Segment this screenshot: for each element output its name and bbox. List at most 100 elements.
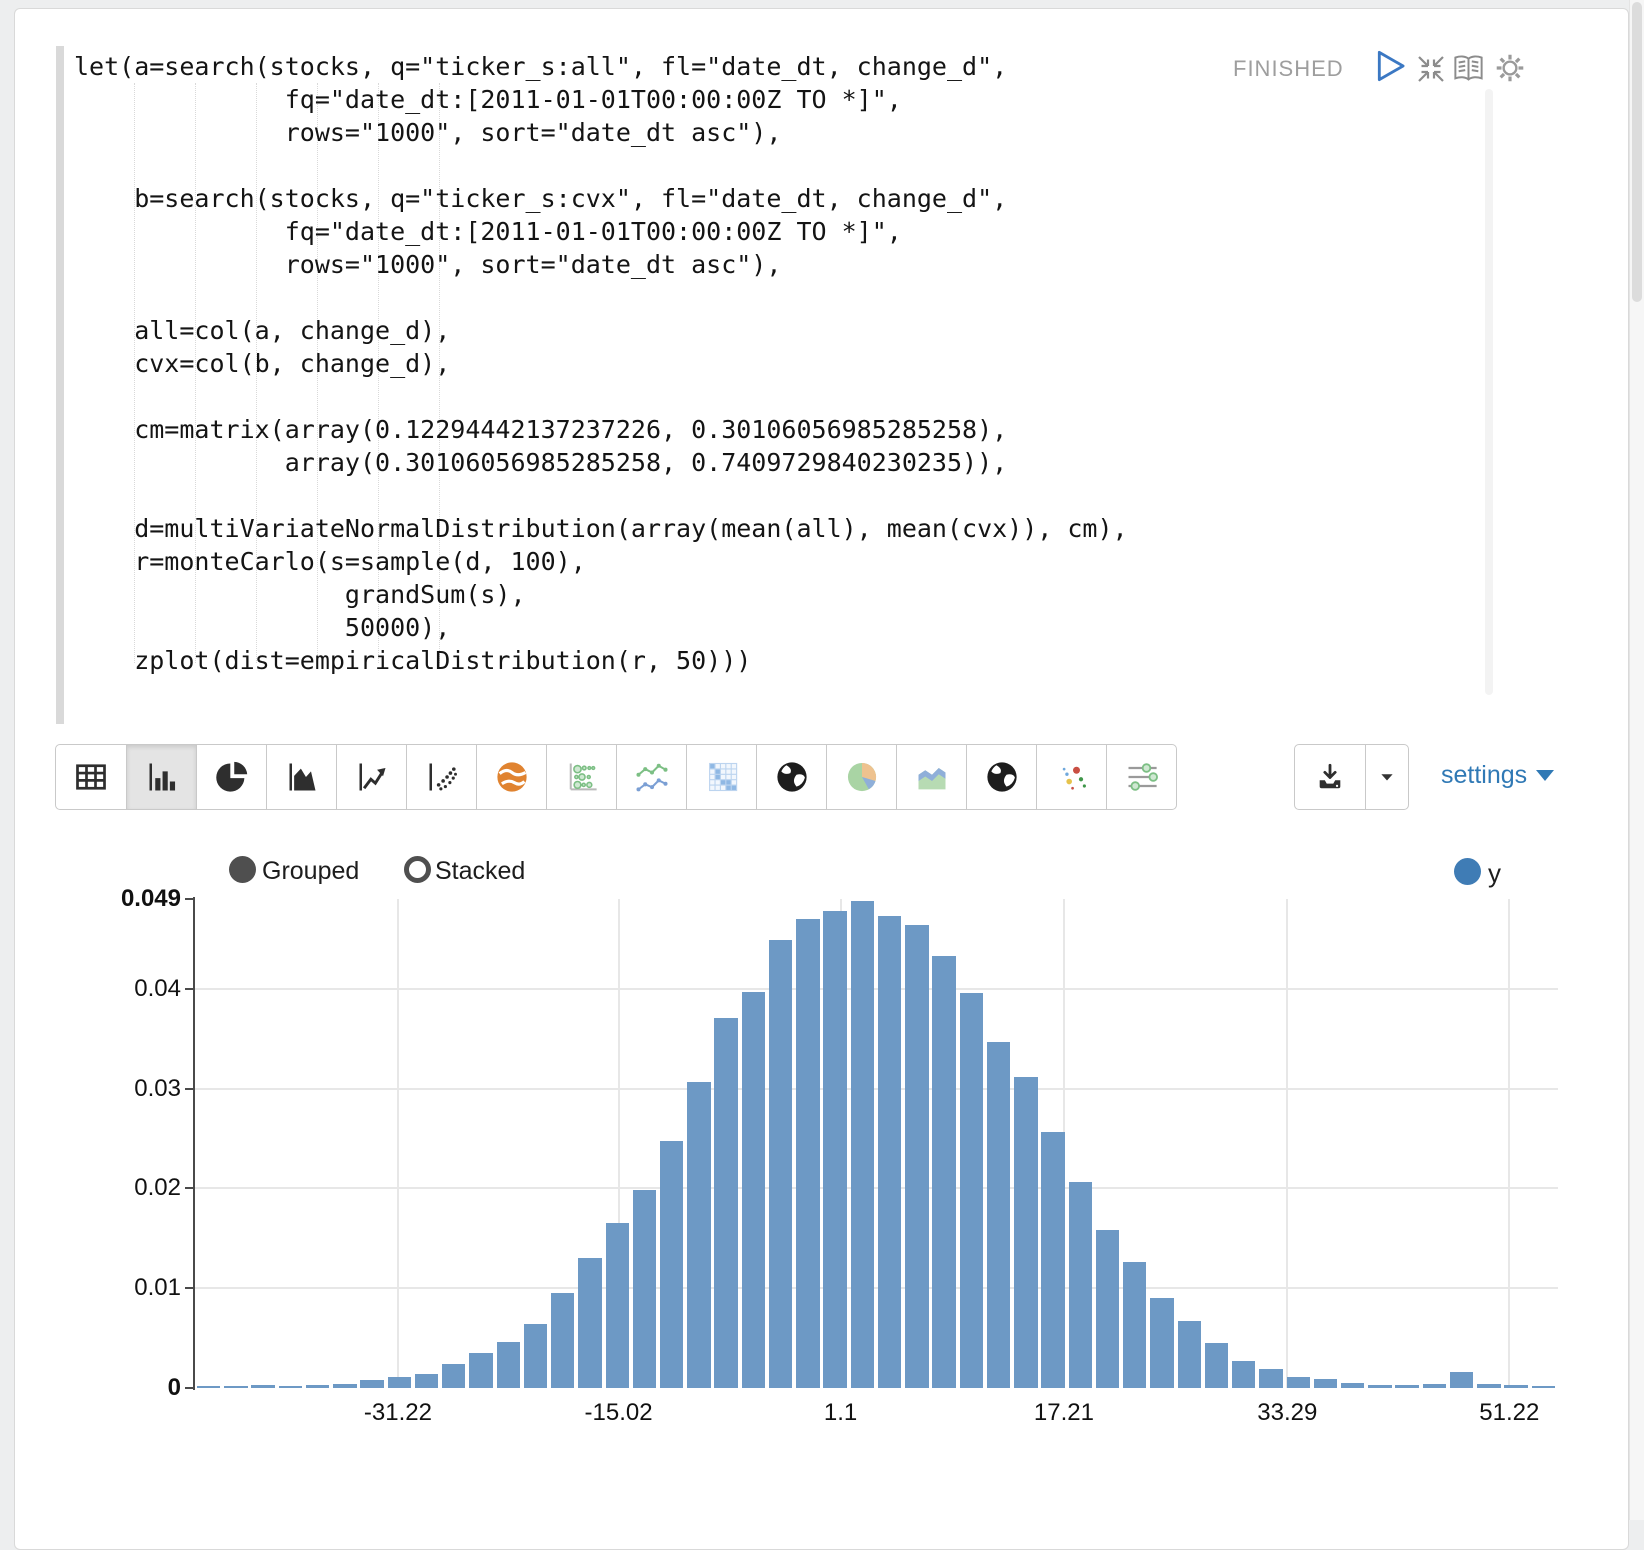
- histogram-bar[interactable]: [1150, 1298, 1174, 1388]
- histogram-bar[interactable]: [496, 1342, 520, 1388]
- bubble-chart-button[interactable]: [546, 745, 616, 809]
- play-icon[interactable]: [1371, 47, 1409, 89]
- code-line[interactable]: [74, 380, 1128, 413]
- table-button[interactable]: [56, 745, 126, 809]
- code-line[interactable]: zplot(dist=empiricalDistribution(r, 50))…: [74, 646, 752, 675]
- globe-orange-button[interactable]: [476, 745, 546, 809]
- area-color-button[interactable]: [896, 745, 966, 809]
- histogram-bar[interactable]: [687, 1081, 711, 1388]
- range-slider-button[interactable]: [1106, 745, 1176, 809]
- histogram-bar[interactable]: [1422, 1384, 1447, 1388]
- histogram-bar[interactable]: [877, 915, 902, 1388]
- code-line[interactable]: r=monteCarlo(s=sample(d, 100),: [74, 547, 586, 576]
- histogram-bar[interactable]: [1095, 1230, 1120, 1388]
- settings-link[interactable]: settings: [1441, 761, 1555, 790]
- histogram-bar[interactable]: [523, 1324, 548, 1388]
- histogram-bar[interactable]: [278, 1386, 303, 1388]
- histogram-bar[interactable]: [605, 1223, 629, 1388]
- globe-dark2-button[interactable]: [966, 745, 1036, 809]
- code-line[interactable]: [74, 281, 1128, 314]
- histogram-bar[interactable]: [1340, 1383, 1365, 1388]
- gear-icon[interactable]: [1493, 51, 1527, 85]
- histogram-bar[interactable]: [1041, 1131, 1065, 1388]
- code-line[interactable]: 50000),: [74, 613, 451, 642]
- code-line[interactable]: rows="1000", sort="date_dt asc"),: [74, 250, 782, 279]
- histogram-bar[interactable]: [1014, 1076, 1038, 1388]
- scatter-color-button[interactable]: [1036, 745, 1106, 809]
- grouped-radio[interactable]: [229, 856, 256, 883]
- collapse-icon[interactable]: [1415, 53, 1447, 85]
- bar-chart-button[interactable]: [126, 745, 196, 809]
- editor-scrollbar[interactable]: [1485, 89, 1493, 695]
- histogram-bar[interactable]: [1177, 1321, 1201, 1388]
- histogram-bar[interactable]: [741, 991, 766, 1388]
- histogram-bar[interactable]: [224, 1386, 248, 1388]
- histogram-bar[interactable]: [387, 1377, 412, 1388]
- page-scrollbar-thumb[interactable]: [1632, 2, 1642, 302]
- histogram-bar[interactable]: [1204, 1343, 1229, 1388]
- histogram-bar[interactable]: [196, 1386, 221, 1388]
- code-line[interactable]: rows="1000", sort="date_dt asc"),: [74, 118, 782, 147]
- code-line[interactable]: [74, 149, 1128, 182]
- download-button[interactable]: [1295, 745, 1365, 809]
- globe-dark-button[interactable]: [756, 745, 826, 809]
- code-line[interactable]: fq="date_dt:[2011-01-01T00:00:00Z TO *]"…: [74, 85, 902, 114]
- heatmap-button[interactable]: [686, 745, 756, 809]
- histogram-bar[interactable]: [959, 992, 984, 1388]
- code-line[interactable]: all=col(a, change_d),: [74, 316, 451, 345]
- histogram-bar[interactable]: [469, 1353, 493, 1388]
- histogram-bar[interactable]: [1504, 1385, 1528, 1388]
- code-line[interactable]: [74, 479, 1128, 512]
- histogram-bar[interactable]: [823, 910, 847, 1388]
- histogram-bar[interactable]: [796, 918, 820, 1388]
- histogram-bar[interactable]: [333, 1384, 357, 1388]
- series-y-legend-label[interactable]: y: [1488, 858, 1501, 888]
- histogram-bar[interactable]: [1232, 1361, 1256, 1388]
- histogram-bar[interactable]: [768, 939, 793, 1388]
- code-line[interactable]: d=multiVariateNormalDistribution(array(m…: [74, 514, 1128, 543]
- histogram-bar[interactable]: [551, 1293, 575, 1388]
- histogram-bar[interactable]: [442, 1364, 466, 1388]
- scatter-chart-button[interactable]: [406, 745, 476, 809]
- histogram-bar[interactable]: [905, 924, 929, 1388]
- histogram-bar[interactable]: [1286, 1377, 1310, 1388]
- code-line[interactable]: fq="date_dt:[2011-01-01T00:00:00Z TO *]"…: [74, 217, 902, 246]
- code-line[interactable]: grandSum(s),: [74, 580, 526, 609]
- code-line[interactable]: cm=matrix(array(0.12294442137237226, 0.3…: [74, 415, 1008, 444]
- page-scrollbar[interactable]: [1629, 0, 1644, 1520]
- series-y-legend-dot[interactable]: [1454, 858, 1481, 885]
- histogram-bar[interactable]: [632, 1190, 657, 1388]
- histogram-bar[interactable]: [1531, 1386, 1556, 1388]
- code-line[interactable]: let(a=search(stocks, q="ticker_s:all", f…: [74, 52, 1008, 81]
- download-options-button[interactable]: [1365, 745, 1408, 809]
- code-line[interactable]: cvx=col(b, change_d),: [74, 349, 451, 378]
- stacked-radio[interactable]: [404, 856, 431, 883]
- grouped-label[interactable]: Grouped: [262, 857, 360, 885]
- histogram-bar[interactable]: [305, 1385, 330, 1388]
- histogram-bar[interactable]: [1368, 1385, 1392, 1388]
- histogram-bar[interactable]: [251, 1385, 275, 1388]
- code-editor[interactable]: let(a=search(stocks, q="ticker_s:all", f…: [74, 50, 1128, 677]
- histogram-bar[interactable]: [1068, 1182, 1093, 1388]
- pie-chart-button[interactable]: [196, 745, 266, 809]
- histogram-bar[interactable]: [578, 1258, 602, 1388]
- histogram-plot-area[interactable]: [195, 899, 1557, 1388]
- histogram-bar[interactable]: [932, 955, 956, 1388]
- histogram-bar[interactable]: [1123, 1262, 1147, 1388]
- histogram-bar[interactable]: [714, 1017, 738, 1388]
- code-line[interactable]: b=search(stocks, q="ticker_s:cvx", fl="d…: [74, 184, 1008, 213]
- histogram-bar[interactable]: [360, 1380, 384, 1388]
- area-chart-button[interactable]: [266, 745, 336, 809]
- histogram-bar[interactable]: [414, 1374, 439, 1388]
- line-chart-button[interactable]: [336, 745, 406, 809]
- histogram-bar[interactable]: [1313, 1379, 1338, 1388]
- pie-color-button[interactable]: [826, 745, 896, 809]
- histogram-bar[interactable]: [1477, 1384, 1501, 1388]
- histogram-bar[interactable]: [1259, 1369, 1283, 1388]
- multi-line-chart-button[interactable]: [616, 745, 686, 809]
- histogram-bar[interactable]: [1395, 1385, 1419, 1388]
- histogram-bar[interactable]: [986, 1041, 1011, 1388]
- book-icon[interactable]: [1451, 51, 1486, 86]
- histogram-bar[interactable]: [659, 1140, 684, 1388]
- code-line[interactable]: array(0.30106056985285258, 0.74097298402…: [74, 448, 1008, 477]
